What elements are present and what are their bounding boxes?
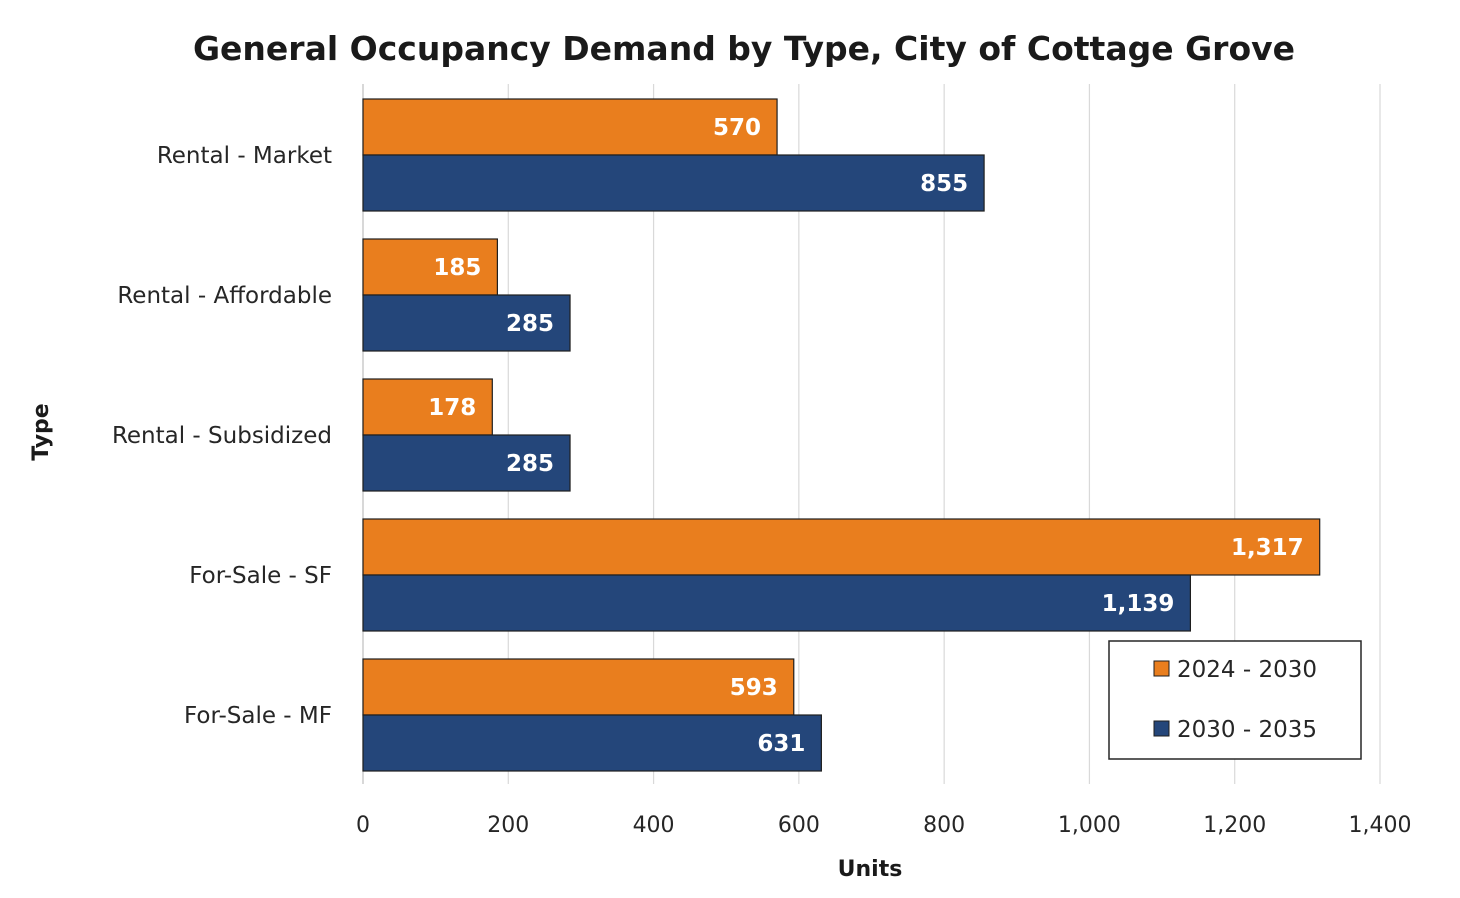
x-tick-label: 400 <box>633 813 675 838</box>
bar <box>362 98 778 156</box>
data-label: 593 <box>730 675 778 701</box>
y-axis-title: Type <box>29 403 54 460</box>
data-label: 1,317 <box>1231 535 1304 561</box>
data-label: 185 <box>433 255 481 281</box>
bar <box>362 574 1192 632</box>
category-label: Rental - Market <box>157 143 332 169</box>
category-label: For-Sale - SF <box>189 563 332 589</box>
data-label: 631 <box>757 731 805 757</box>
x-tick-label: 600 <box>778 813 820 838</box>
bar <box>362 378 493 436</box>
bar <box>362 294 571 352</box>
legend: 2024 - 2030 2030 - 2035 <box>1108 640 1362 760</box>
x-tick-label: 1,200 <box>1203 813 1266 838</box>
x-tick-label: 800 <box>923 813 965 838</box>
legend-label: 2024 - 2030 <box>1177 657 1317 683</box>
bar <box>362 434 571 492</box>
category-label: Rental - Subsidized <box>112 423 332 449</box>
legend-swatch <box>1153 660 1170 677</box>
x-axis-title: Units <box>838 857 903 882</box>
legend-label: 2030 - 2035 <box>1177 717 1317 743</box>
x-tick-label: 1,400 <box>1349 813 1412 838</box>
data-label: 1,139 <box>1102 591 1175 617</box>
data-label: 178 <box>428 395 476 421</box>
x-tick-label: 0 <box>356 813 370 838</box>
bar <box>362 154 985 212</box>
data-label: 855 <box>920 171 968 197</box>
legend-box <box>1108 640 1362 760</box>
category-label: Rental - Affordable <box>117 283 332 309</box>
data-label: 285 <box>506 311 554 337</box>
bar <box>362 658 795 716</box>
category-labels: Rental - Market Rental - Affordable Rental… <box>112 143 332 729</box>
bars: 570 855 185 285 178 285 1,317 1,139 593 631 <box>362 98 1321 772</box>
legend-swatch <box>1153 720 1170 737</box>
x-tick-label: 200 <box>487 813 529 838</box>
bar <box>362 714 822 772</box>
data-label: 285 <box>506 451 554 477</box>
x-tick-label: 1,000 <box>1058 813 1121 838</box>
bar <box>362 238 498 296</box>
chart-title: General Occupancy Demand by Type, City o… <box>193 29 1295 68</box>
category-label: For-Sale - MF <box>184 703 332 729</box>
data-label: 570 <box>713 115 761 141</box>
x-axis-ticks: 0 200 400 600 800 1,000 1,200 1,400 <box>356 813 1411 838</box>
bar <box>362 518 1321 576</box>
